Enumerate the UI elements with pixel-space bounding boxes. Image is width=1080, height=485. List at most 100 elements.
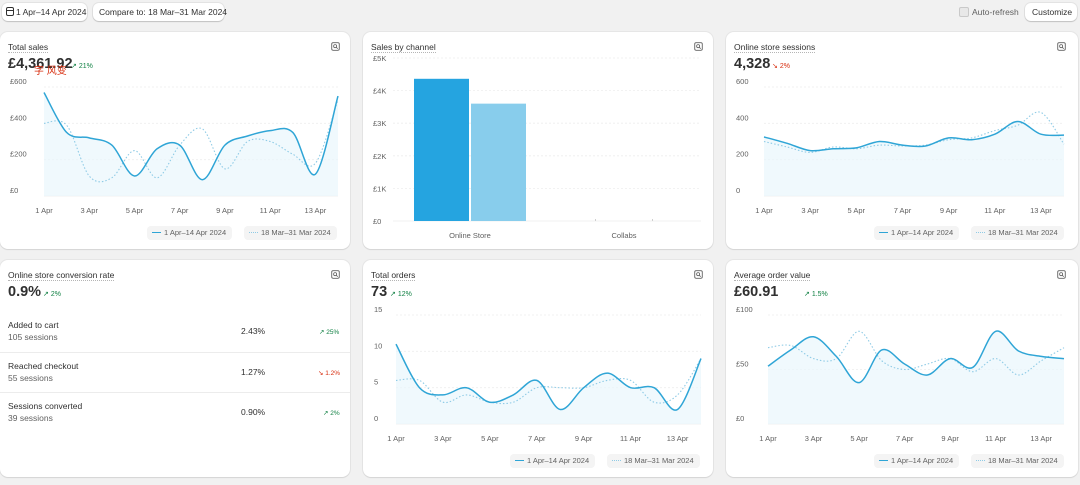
series-area — [768, 331, 1064, 424]
dotted-line-icon — [976, 460, 985, 461]
row-change-value: 2% — [330, 410, 340, 417]
legend-label: 18 Mar–31 Mar 2024 — [624, 456, 694, 465]
total-orders-chart: 0 5 10 15 1 Apr 3 Apr 5 Apr 7 Apr 9 Apr 11 Apr 13 … — [374, 305, 702, 443]
x-tick-label: 11 Apr — [985, 434, 1007, 443]
x-tick-label: 9 Apr — [941, 434, 959, 443]
row-rate: 1.27% — [241, 367, 266, 377]
x-tick-label: 7 Apr — [528, 434, 546, 443]
x-tick-label: 13 Apr — [667, 434, 689, 443]
dotted-line-icon — [976, 232, 985, 233]
explore-icon[interactable] — [1057, 42, 1066, 51]
x-tick-label: 3 Apr — [80, 206, 98, 215]
legend-current[interactable]: 1 Apr–14 Apr 2024 — [510, 454, 596, 468]
y-tick-label: 200 — [736, 150, 749, 159]
conversion-row-added-to-cart: Added to cart 105 sessions 2.43% ↗ 25% — [0, 312, 350, 352]
metric-value: £4,361.92 — [8, 56, 73, 72]
y-tick-label: 0 — [374, 414, 378, 423]
legend-label: 18 Mar–31 Mar 2024 — [261, 228, 331, 237]
metric-value: 73 — [371, 284, 388, 300]
series-line-current — [395, 343, 702, 411]
date-range-label: 1 Apr–14 Apr 2024 — [16, 7, 87, 17]
series-line-previous — [767, 330, 1065, 376]
y-tick-label: 0 — [736, 186, 740, 195]
legend-previous[interactable]: 18 Mar–31 Mar 2024 — [971, 454, 1064, 468]
explore-icon[interactable] — [694, 42, 703, 51]
explore-icon[interactable] — [331, 270, 340, 279]
bar — [414, 78, 469, 221]
x-tick-label: 11 Apr — [260, 206, 282, 215]
x-tick-label: 3 Apr — [805, 434, 823, 443]
x-tick-label: 5 Apr — [848, 206, 866, 215]
metric-value: £60.91 — [734, 284, 779, 300]
row-change-value: 1.2% — [325, 370, 341, 377]
bar — [471, 103, 526, 221]
y-tick-label: £50 — [736, 360, 749, 369]
dotted-line-icon — [249, 232, 258, 233]
x-tick-label: 13 Apr — [1030, 434, 1052, 443]
x-tick-label: 13 Apr — [1030, 206, 1052, 215]
x-tick-label: 11 Apr — [984, 206, 1006, 215]
card-title[interactable]: Sales by channel — [371, 42, 436, 53]
explore-icon[interactable] — [331, 42, 340, 51]
compare-button[interactable]: Compare to: 18 Mar–31 Mar 2024 — [93, 3, 227, 21]
series-area — [44, 92, 338, 196]
card-title[interactable]: Total sales — [8, 42, 49, 53]
y-tick-label: £200 — [10, 150, 27, 159]
metric-value: 4,328 — [734, 56, 771, 72]
overlay-annotation: 字 风变 — [34, 66, 67, 77]
explore-icon[interactable] — [694, 270, 703, 279]
series-line-previous — [763, 111, 1065, 153]
calendar-icon — [6, 7, 14, 16]
y-tick-label: 15 — [374, 305, 382, 314]
y-tick-label: £2K — [373, 152, 386, 161]
legend-current[interactable]: 1 Apr–14 Apr 2024 — [147, 226, 233, 240]
row-name: Sessions converted — [8, 401, 83, 411]
auto-refresh-checkbox[interactable] — [959, 7, 969, 17]
series-line-previous — [395, 358, 702, 405]
x-tick-label: 9 Apr — [216, 206, 234, 215]
toolbar: 1 Apr–14 Apr 2024 Compare to: 18 Mar–31 … — [0, 0, 1080, 26]
card-title[interactable]: Average order value — [734, 270, 811, 281]
legend-previous[interactable]: 18 Mar–31 Mar 2024 — [607, 454, 700, 468]
customize-label: Customize — [1032, 7, 1073, 17]
x-tick-label: 5 Apr — [850, 434, 868, 443]
x-tick-label: 5 Apr — [126, 206, 144, 215]
card-title[interactable]: Total orders — [371, 270, 416, 281]
date-range-button[interactable]: 1 Apr–14 Apr 2024 — [2, 3, 87, 21]
total-sales-card: Total sales £4,361.92 ↗ 21% £0 £200 £400 £6… — [0, 32, 350, 249]
legend-previous[interactable]: 18 Mar–31 Mar 2024 — [971, 226, 1064, 240]
x-tick-label: 1 Apr — [387, 434, 405, 443]
card-title[interactable]: Online store conversion rate — [8, 270, 115, 281]
series-line-current — [43, 92, 339, 181]
legend-label: 1 Apr–14 Apr 2024 — [891, 228, 954, 237]
customize-button[interactable]: Customize — [1025, 3, 1077, 21]
card-title[interactable]: Online store sessions — [734, 42, 816, 53]
y-tick-label: £0 — [10, 186, 18, 195]
x-tick-label: 1 Apr — [755, 206, 773, 215]
legend-label: 18 Mar–31 Mar 2024 — [988, 456, 1058, 465]
x-tick-label: 9 Apr — [575, 434, 593, 443]
solid-line-icon — [879, 460, 888, 461]
metric-value: 0.9% — [8, 284, 42, 300]
sessions-card: Online store sessions 4,328 ↘ 2% 0 200 400… — [726, 32, 1078, 249]
legend-current[interactable]: 1 Apr–14 Apr 2024 — [874, 226, 960, 240]
metric-delta: ↗ 12% — [390, 291, 412, 298]
y-tick-label: 5 — [374, 378, 378, 387]
y-tick-label: £0 — [736, 414, 744, 423]
explore-icon[interactable] — [1057, 270, 1066, 279]
legend-previous[interactable]: 18 Mar–31 Mar 2024 — [244, 226, 337, 240]
row-sessions: 55 sessions — [8, 373, 53, 383]
delta-value: 2% — [779, 63, 790, 70]
y-tick-label: £100 — [736, 305, 753, 314]
delta-value: 1.5% — [811, 291, 828, 298]
sales-by-channel-card: Sales by channel £0 £1K £2K £3K £4K £5K Online… — [363, 32, 713, 249]
row-sessions: 39 sessions — [8, 413, 53, 423]
total-orders-card: Total orders 73 ↗ 12% 0 5 10 15 1 Apr 3 Apr 5 … — [363, 260, 713, 477]
legend-current[interactable]: 1 Apr–14 Apr 2024 — [874, 454, 960, 468]
x-tick-label: 3 Apr — [801, 206, 819, 215]
conversion-row-sessions-converted: Sessions converted 39 sessions 0.90% ↗ 2… — [0, 392, 350, 432]
metric-delta: ↗ 2% — [43, 291, 61, 298]
y-tick-label: £600 — [10, 77, 27, 86]
y-tick-label: £4K — [373, 87, 386, 96]
x-tick-label: 5 Apr — [481, 434, 499, 443]
